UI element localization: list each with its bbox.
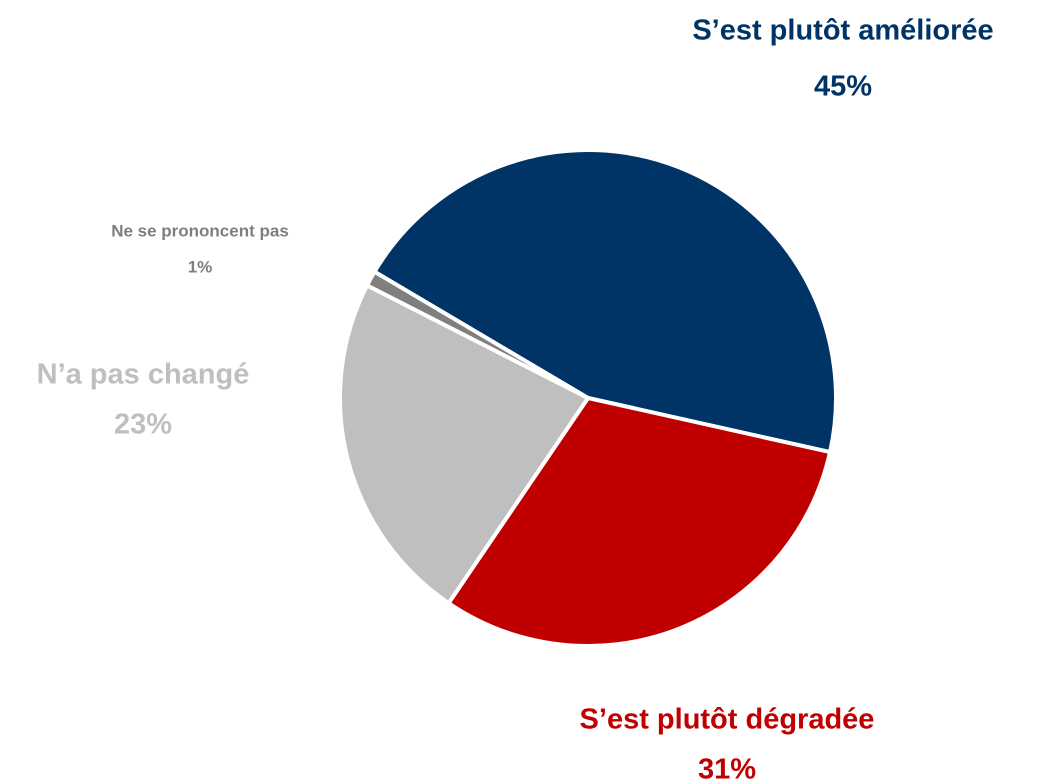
slice-value-label: 45% <box>814 71 872 103</box>
slice-label: S’est plutôt améliorée <box>692 15 993 47</box>
slice-label: S’est plutôt dégradée <box>580 704 875 736</box>
slice-value-label: 31% <box>698 754 756 784</box>
slice-label: Ne se prononcent pas <box>111 221 289 240</box>
slice-label: N’a pas changé <box>37 359 250 391</box>
slice-value-label: 1% <box>188 257 213 276</box>
pie-slice <box>372 148 838 455</box>
pie-slice <box>365 269 590 400</box>
pie-slice <box>446 396 833 648</box>
pie-slice <box>338 283 590 606</box>
slice-value-label: 23% <box>114 409 172 441</box>
